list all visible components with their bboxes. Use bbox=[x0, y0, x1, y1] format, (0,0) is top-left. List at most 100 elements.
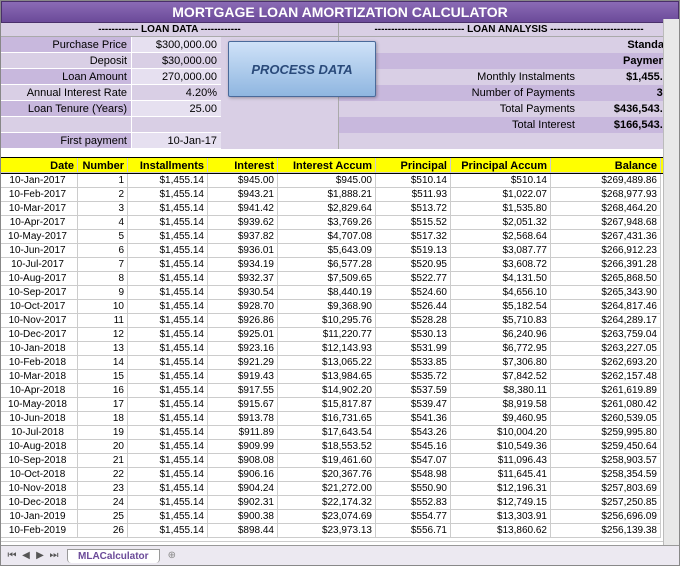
table-row[interactable]: 10-Sep-201821$1,455.14$908.08$19,461.60$… bbox=[1, 454, 679, 468]
cell[interactable]: $1,455.14 bbox=[128, 202, 208, 216]
cell[interactable]: $1,455.14 bbox=[128, 272, 208, 286]
cell[interactable]: $260,539.05 bbox=[551, 412, 661, 426]
table-row[interactable]: 10-May-20175$1,455.14$937.82$4,707.08$51… bbox=[1, 230, 679, 244]
cell[interactable]: $917.55 bbox=[208, 384, 278, 398]
cell[interactable]: $8,380.11 bbox=[451, 384, 551, 398]
cell[interactable]: $519.13 bbox=[376, 244, 451, 258]
cell[interactable]: 13 bbox=[78, 342, 128, 356]
cell[interactable]: $537.59 bbox=[376, 384, 451, 398]
cell[interactable]: $936.01 bbox=[208, 244, 278, 258]
cell[interactable]: $267,948.68 bbox=[551, 216, 661, 230]
table-row[interactable]: 10-Aug-20178$1,455.14$932.37$7,509.65$52… bbox=[1, 272, 679, 286]
cell[interactable]: $928.70 bbox=[208, 300, 278, 314]
cell[interactable]: $12,196.31 bbox=[451, 482, 551, 496]
cell[interactable]: $16,731.65 bbox=[278, 412, 376, 426]
cell[interactable]: $1,455.14 bbox=[128, 426, 208, 440]
table-row[interactable]: 10-May-201817$1,455.14$915.67$15,817.87$… bbox=[1, 398, 679, 412]
tab-nav-prev-icon[interactable]: ◀ bbox=[19, 550, 33, 561]
cell[interactable]: $1,455.14 bbox=[128, 398, 208, 412]
cell[interactable]: 17 bbox=[78, 398, 128, 412]
cell[interactable]: $517.32 bbox=[376, 230, 451, 244]
cell[interactable]: $904.24 bbox=[208, 482, 278, 496]
rate-value[interactable]: 4.20% bbox=[131, 85, 221, 101]
cell[interactable]: $541.36 bbox=[376, 412, 451, 426]
cell[interactable]: $919.43 bbox=[208, 370, 278, 384]
cell[interactable]: $264,817.46 bbox=[551, 300, 661, 314]
cell[interactable]: $1,455.14 bbox=[128, 286, 208, 300]
cell[interactable]: $1,455.14 bbox=[128, 412, 208, 426]
cell[interactable]: $14,902.20 bbox=[278, 384, 376, 398]
cell[interactable]: $510.14 bbox=[376, 174, 451, 188]
cell[interactable]: $19,461.60 bbox=[278, 454, 376, 468]
cell[interactable]: $4,656.10 bbox=[451, 286, 551, 300]
table-row[interactable]: 10-Mar-201815$1,455.14$919.43$13,984.65$… bbox=[1, 370, 679, 384]
cell[interactable]: 12 bbox=[78, 328, 128, 342]
cell[interactable]: $1,455.14 bbox=[128, 510, 208, 524]
cell[interactable]: 19 bbox=[78, 426, 128, 440]
cell[interactable]: 10-Jul-2018 bbox=[1, 426, 78, 440]
table-row[interactable]: 10-Jul-20177$1,455.14$934.19$6,577.28$52… bbox=[1, 258, 679, 272]
cell[interactable]: $1,455.14 bbox=[128, 440, 208, 454]
cell[interactable]: $11,096.43 bbox=[451, 454, 551, 468]
tab-nav-first-icon[interactable]: ⏮ bbox=[5, 550, 19, 561]
cell[interactable]: $522.77 bbox=[376, 272, 451, 286]
cell[interactable]: $545.16 bbox=[376, 440, 451, 454]
cell[interactable]: $3,087.77 bbox=[451, 244, 551, 258]
cell[interactable]: 3 bbox=[78, 202, 128, 216]
cell[interactable]: $945.00 bbox=[208, 174, 278, 188]
cell[interactable]: $1,455.14 bbox=[128, 300, 208, 314]
cell[interactable]: $1,455.14 bbox=[128, 482, 208, 496]
cell[interactable]: $1,455.14 bbox=[128, 216, 208, 230]
table-row[interactable]: 10-Jun-201818$1,455.14$913.78$16,731.65$… bbox=[1, 412, 679, 426]
cell[interactable]: 10-Mar-2017 bbox=[1, 202, 78, 216]
cell[interactable]: $262,693.20 bbox=[551, 356, 661, 370]
cell[interactable]: $266,912.23 bbox=[551, 244, 661, 258]
cell[interactable]: $1,535.80 bbox=[451, 202, 551, 216]
cell[interactable]: $261,619.89 bbox=[551, 384, 661, 398]
cell[interactable]: 10-Sep-2017 bbox=[1, 286, 78, 300]
cell[interactable]: 23 bbox=[78, 482, 128, 496]
cell[interactable]: $6,772.95 bbox=[451, 342, 551, 356]
cell[interactable]: $3,608.72 bbox=[451, 258, 551, 272]
cell[interactable]: $256,696.09 bbox=[551, 510, 661, 524]
cell[interactable]: 7 bbox=[78, 258, 128, 272]
cell[interactable]: $263,759.04 bbox=[551, 328, 661, 342]
cell[interactable]: $925.01 bbox=[208, 328, 278, 342]
cell[interactable]: $1,455.14 bbox=[128, 188, 208, 202]
tab-nav-last-icon[interactable]: ⏭ bbox=[47, 550, 61, 561]
cell[interactable]: $554.77 bbox=[376, 510, 451, 524]
cell[interactable]: $262,157.48 bbox=[551, 370, 661, 384]
cell[interactable]: $13,065.22 bbox=[278, 356, 376, 370]
cell[interactable]: $911.89 bbox=[208, 426, 278, 440]
process-data-button[interactable]: PROCESS DATA bbox=[228, 41, 376, 97]
cell[interactable]: 22 bbox=[78, 468, 128, 482]
cell[interactable]: $937.82 bbox=[208, 230, 278, 244]
cell[interactable]: 10-Dec-2017 bbox=[1, 328, 78, 342]
cell[interactable]: $1,455.14 bbox=[128, 454, 208, 468]
cell[interactable]: $267,431.36 bbox=[551, 230, 661, 244]
cell[interactable]: 26 bbox=[78, 524, 128, 538]
cell[interactable]: $268,977.93 bbox=[551, 188, 661, 202]
cell[interactable]: $1,455.14 bbox=[128, 496, 208, 510]
cell[interactable]: $13,984.65 bbox=[278, 370, 376, 384]
cell[interactable]: $4,131.50 bbox=[451, 272, 551, 286]
table-row[interactable]: 10-Apr-20174$1,455.14$939.62$3,769.26$51… bbox=[1, 216, 679, 230]
table-row[interactable]: 10-Oct-201822$1,455.14$906.16$20,367.76$… bbox=[1, 468, 679, 482]
col-interest[interactable]: Interest bbox=[208, 158, 278, 173]
cell[interactable]: $524.60 bbox=[376, 286, 451, 300]
cell[interactable]: $7,842.52 bbox=[451, 370, 551, 384]
cell[interactable]: 1 bbox=[78, 174, 128, 188]
cell[interactable]: 9 bbox=[78, 286, 128, 300]
cell[interactable]: $2,568.64 bbox=[451, 230, 551, 244]
cell[interactable]: 10 bbox=[78, 300, 128, 314]
first-payment-value[interactable]: 10-Jan-17 bbox=[131, 133, 221, 149]
cell[interactable]: $1,455.14 bbox=[128, 258, 208, 272]
cell[interactable]: $1,455.14 bbox=[128, 468, 208, 482]
cell[interactable]: 10-Jan-2017 bbox=[1, 174, 78, 188]
schedule-body[interactable]: 10-Jan-20171$1,455.14$945.00$945.00$510.… bbox=[1, 174, 679, 542]
cell[interactable]: $2,829.64 bbox=[278, 202, 376, 216]
table-row[interactable]: 10-Mar-20173$1,455.14$941.42$2,829.64$51… bbox=[1, 202, 679, 216]
cell[interactable]: $550.90 bbox=[376, 482, 451, 496]
cell[interactable]: 10-Apr-2017 bbox=[1, 216, 78, 230]
cell[interactable]: $6,240.96 bbox=[451, 328, 551, 342]
